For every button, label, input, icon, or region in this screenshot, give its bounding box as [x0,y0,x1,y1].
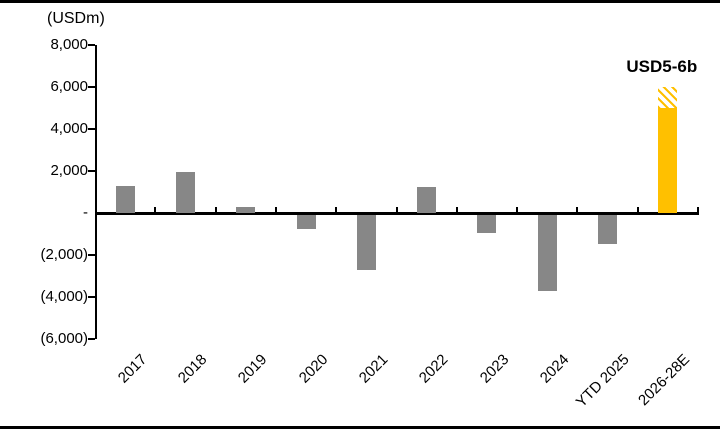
x-axis-tick-label: 2021 [355,351,392,387]
x-axis-tick [214,207,217,215]
y-axis-tick-label: (2,000) [40,246,88,263]
y-axis-unit-label: (USDm) [47,10,105,27]
x-axis-labels: 2017 2018 2019 2020 2021 2022 2023 2024 YTD 2025… [95,351,698,421]
x-axis-tick [154,207,157,215]
y-axis-tick [88,254,95,256]
x-axis-tick [697,207,699,215]
y-axis-line [95,45,97,339]
x-axis-tick-label: 2020 [295,351,332,387]
x-axis-tick [335,207,338,215]
bar-2022 [417,186,437,213]
bar-annotation: USD5-6b [626,57,698,76]
bar-2019 [236,206,256,213]
plot-area [88,44,699,340]
bar-2024 [537,214,557,292]
bar-2017 [115,185,135,213]
y-axis-tick-label: - [83,204,88,221]
x-axis-tick-label: 2017 [114,351,151,387]
x-axis-tick [516,207,519,215]
bar-2026-28e [658,108,678,213]
y-axis-tick-label: (6,000) [40,330,88,347]
y-axis-tick-label: 6,000 [50,78,88,95]
x-axis-tick-label: YTD 2025 [572,351,633,411]
bar-hatched-extension [658,87,678,108]
y-axis-tick [88,296,95,298]
y-axis-tick [88,338,95,340]
bar-ytd-2025 [598,214,618,244]
x-axis-tick [455,207,458,215]
y-axis-tick [88,170,95,172]
y-axis-tick-label: 8,000 [50,36,88,53]
x-axis-tick-label: 2026-28E [634,351,693,410]
x-axis-tick-label: 2022 [416,351,452,387]
bar-2023 [477,214,497,234]
bar-2018 [175,172,195,213]
y-axis-tick [88,128,95,130]
bottom-border [0,426,720,429]
x-axis-tick-label: 2023 [476,351,512,387]
y-axis-tick [88,44,95,46]
y-axis-tick-label: 2,000 [50,162,88,179]
x-axis-tick-label: 2018 [174,351,211,387]
bar-2021 [356,214,376,271]
y-axis-tick-label: (4,000) [40,288,88,305]
y-axis-tick-label: 4,000 [50,120,88,137]
x-axis-tick [636,207,639,215]
x-axis-tick-label: 2019 [235,351,271,387]
bar-2020 [296,214,316,230]
x-axis-tick [274,207,277,215]
x-axis-tick [576,207,579,215]
y-axis-tick [88,86,95,88]
x-axis-tick-label: 2024 [536,351,573,387]
top-border [0,0,720,3]
x-axis-tick [395,207,398,215]
